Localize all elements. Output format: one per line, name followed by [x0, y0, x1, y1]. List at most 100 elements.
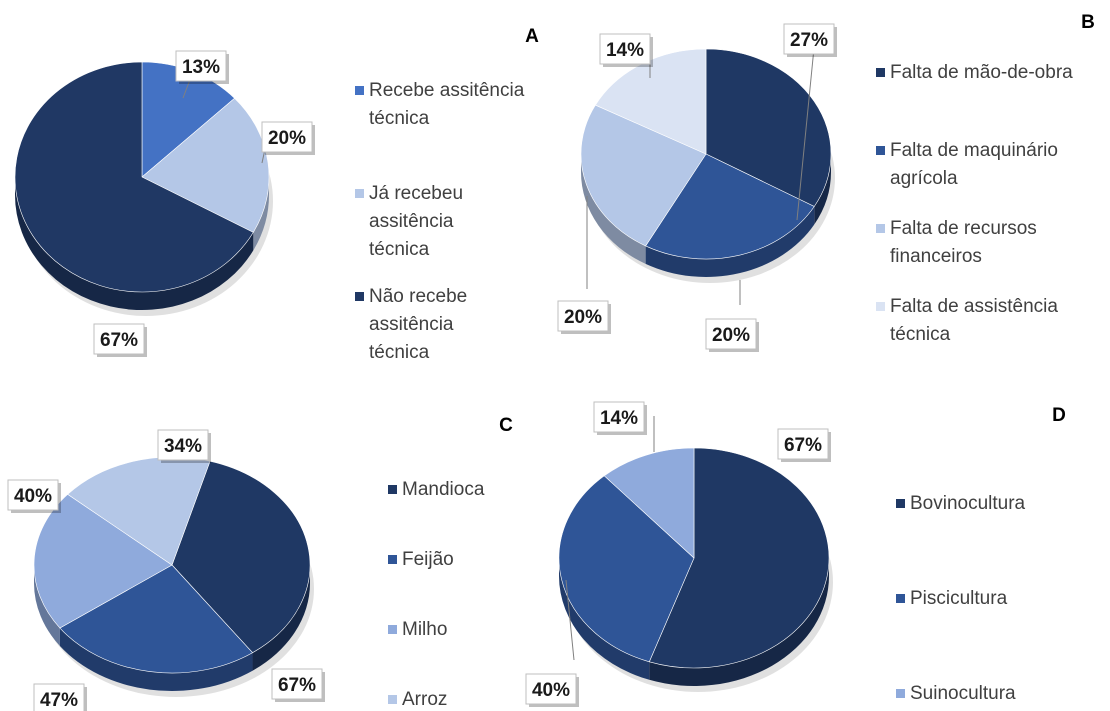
- panel-letter: A: [525, 26, 539, 47]
- data-label: 34%: [157, 429, 211, 463]
- pie-slice-side: [34, 565, 60, 647]
- pie-slice-side: [253, 177, 269, 251]
- legend-label: Falta de recursos financeiros: [890, 218, 1037, 267]
- legend-swatch: [876, 146, 885, 155]
- legend-swatch: [388, 625, 397, 634]
- legend: Mandioca Feijão Milho Arroz: [388, 479, 485, 710]
- data-label: 47%: [33, 683, 87, 711]
- leader-line: [565, 579, 575, 661]
- data-label: 14%: [599, 33, 653, 67]
- pie-slice: [645, 153, 815, 260]
- pie-slice: [705, 48, 832, 207]
- pie-chart-d: 67% 40% 14% D Bovinocultura Piscicultura Suino…: [525, 401, 1066, 707]
- legend-swatch: [355, 292, 364, 301]
- legend-swatch: [896, 689, 905, 698]
- panel-letter: B: [1081, 12, 1095, 33]
- legend-label: Piscicultura: [910, 588, 1008, 609]
- legend-swatch: [896, 594, 905, 603]
- legend-item: Recebe assitência técnica: [355, 80, 525, 129]
- legend-label: Já recebeu assitência técnica: [369, 183, 463, 260]
- data-label-box: [157, 429, 209, 461]
- data-label-text: 13%: [182, 57, 220, 78]
- pie-slice-side: [59, 628, 253, 692]
- legend-label: Suinocultura: [910, 683, 1016, 704]
- data-label-box: [557, 300, 609, 332]
- legend-label: Arroz: [402, 689, 447, 710]
- pie-slice: [171, 460, 311, 654]
- data-label-box: [593, 401, 645, 433]
- legend-item: Bovinocultura: [896, 493, 1026, 514]
- legend-swatch: [876, 68, 885, 77]
- data-label: 67%: [93, 323, 147, 357]
- legend-item: Piscicultura: [896, 588, 1008, 609]
- data-label-box: [783, 23, 835, 55]
- legend-swatch: [388, 555, 397, 564]
- legend-item: Mandioca: [388, 479, 485, 500]
- data-label-text: 14%: [600, 408, 638, 429]
- data-label: 20%: [261, 121, 315, 155]
- pie-slice: [59, 564, 254, 674]
- legend-item: Não recebe assitência técnica: [355, 286, 467, 363]
- data-label-text: 20%: [564, 307, 602, 328]
- data-label-box: [33, 683, 85, 711]
- legend-label: Não recebe assitência técnica: [369, 286, 467, 363]
- data-label: 40%: [525, 673, 579, 707]
- legend-swatch: [355, 189, 364, 198]
- pie-chart-c: 67% 47% 40% 34% C Mandioca Feijão Milho Arroz: [7, 415, 513, 711]
- data-label-box: [7, 479, 59, 511]
- legend-label: Falta de mão-de-obra: [890, 62, 1073, 83]
- data-label-text: 47%: [40, 690, 78, 711]
- legend-item: Suinocultura: [896, 683, 1016, 704]
- data-label-text: 40%: [14, 486, 52, 507]
- legend-swatch: [896, 499, 905, 508]
- data-label-text: 67%: [278, 675, 316, 696]
- legend: Recebe assitência técnica Já recebeu assitê…: [355, 80, 525, 363]
- data-label-box: [175, 50, 227, 82]
- legend-item: Milho: [388, 619, 447, 640]
- legend-item: Falta de maquinário agrícola: [876, 140, 1058, 189]
- data-label-text: 34%: [164, 436, 202, 457]
- pie-slice-side: [252, 565, 310, 671]
- data-label-box: [261, 121, 313, 153]
- pie-slice-side: [581, 154, 646, 264]
- leader-line: [796, 47, 815, 221]
- legend-item: Arroz: [388, 689, 447, 710]
- pie-slice: [141, 97, 270, 233]
- data-label-text: 67%: [100, 330, 138, 351]
- legend: Falta de mão-de-obra Falta de maquinário a…: [876, 62, 1073, 345]
- legend-item: Falta de recursos financeiros: [876, 218, 1037, 267]
- data-label-text: 14%: [606, 40, 644, 61]
- legend-item: Feijão: [388, 549, 454, 570]
- legend-swatch: [876, 224, 885, 233]
- data-label: 14%: [593, 401, 647, 435]
- data-label-box: [777, 428, 829, 460]
- data-label-box: [271, 668, 323, 700]
- data-label-box: [93, 323, 145, 355]
- data-label: 67%: [271, 668, 325, 702]
- legend-item: Falta de mão-de-obra: [876, 62, 1073, 83]
- data-label: 20%: [705, 318, 759, 352]
- legend-item: Falta de assistência técnica: [876, 296, 1058, 345]
- pie-slice-side: [15, 177, 254, 311]
- pie-slice-side: [814, 154, 831, 225]
- pie-chart-a: 13% 20% 67% A Recebe assitência técnica Já rec…: [14, 26, 539, 363]
- legend-label: Recebe assitência técnica: [369, 80, 525, 129]
- legend-label: Feijão: [402, 549, 454, 570]
- legend-swatch: [876, 302, 885, 311]
- data-label-text: 20%: [268, 128, 306, 149]
- pie-slice: [603, 447, 695, 559]
- pie-slice-side: [649, 558, 829, 687]
- data-label: 67%: [777, 428, 831, 462]
- legend-swatch: [388, 695, 397, 704]
- legend-label: Falta de maquinário agrícola: [890, 140, 1058, 189]
- pie-slice: [558, 475, 695, 663]
- legend: Bovinocultura Piscicultura Suinocultura: [896, 493, 1026, 704]
- data-label: 20%: [557, 300, 611, 334]
- legend-label: Falta de assistência técnica: [890, 296, 1058, 345]
- data-label-text: 67%: [784, 435, 822, 456]
- legend-swatch: [355, 86, 364, 95]
- data-label: 40%: [7, 479, 61, 513]
- data-label-text: 40%: [532, 680, 570, 701]
